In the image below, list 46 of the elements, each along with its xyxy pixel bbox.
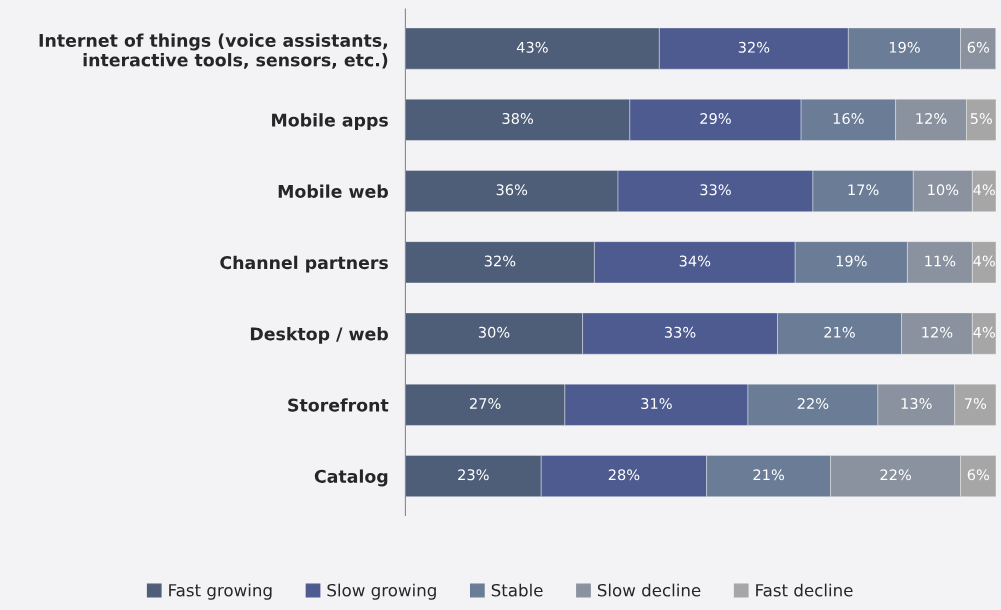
data-label: 33% bbox=[664, 326, 696, 338]
data-label: 4% bbox=[973, 255, 995, 267]
data-label: 30% bbox=[478, 326, 510, 338]
data-label: 31% bbox=[641, 397, 672, 410]
data-label: 22% bbox=[797, 397, 829, 410]
data-label: 29% bbox=[700, 113, 731, 125]
data-label: 32% bbox=[484, 255, 516, 267]
y-tick-label: Channel partners bbox=[220, 255, 388, 273]
data-label: 21% bbox=[753, 469, 785, 481]
data-label: 22% bbox=[880, 469, 911, 481]
data-label: 36% bbox=[496, 184, 528, 196]
data-label: 5% bbox=[970, 113, 992, 125]
data-label: 28% bbox=[608, 469, 640, 481]
data-label: 38% bbox=[502, 113, 534, 125]
y-tick-label: Desktop / web bbox=[250, 326, 388, 344]
y-tick-label: Mobile web bbox=[278, 184, 388, 198]
data-label: 33% bbox=[700, 184, 731, 196]
data-label: 16% bbox=[833, 113, 864, 125]
data-label: 12% bbox=[916, 113, 947, 125]
data-label: 12% bbox=[922, 326, 953, 338]
data-label: 13% bbox=[901, 397, 932, 410]
data-label: 21% bbox=[824, 326, 855, 338]
legend-label: Fast growing bbox=[169, 583, 272, 600]
legend-label: Stable bbox=[491, 583, 543, 597]
data-label: 10% bbox=[928, 184, 959, 196]
data-label: 27% bbox=[470, 397, 501, 410]
y-tick-label: Internet of things (voice assistants, interactive tools, sensors, etc.) bbox=[39, 33, 388, 69]
data-label: 6% bbox=[967, 41, 990, 53]
data-label: 34% bbox=[679, 255, 711, 267]
data-label: 4% bbox=[973, 184, 995, 196]
data-label: 43% bbox=[516, 41, 548, 53]
data-label: 19% bbox=[889, 41, 920, 53]
y-tick-label: Catalog bbox=[314, 469, 388, 487]
data-label: 11% bbox=[925, 255, 956, 267]
data-label: 6% bbox=[967, 469, 990, 481]
legend-label: Slow decline bbox=[597, 583, 701, 597]
data-label: 17% bbox=[848, 184, 879, 196]
data-label: 4% bbox=[973, 326, 995, 338]
legend-label: Slow growing bbox=[327, 583, 436, 600]
data-label: 23% bbox=[458, 469, 489, 481]
y-tick-label: Mobile apps bbox=[272, 113, 388, 131]
data-label: 32% bbox=[738, 41, 770, 53]
legend-label: Fast decline bbox=[756, 583, 853, 597]
y-tick-label: Storefront bbox=[288, 398, 389, 412]
data-label: 7% bbox=[964, 397, 987, 410]
data-label: 19% bbox=[836, 255, 867, 267]
